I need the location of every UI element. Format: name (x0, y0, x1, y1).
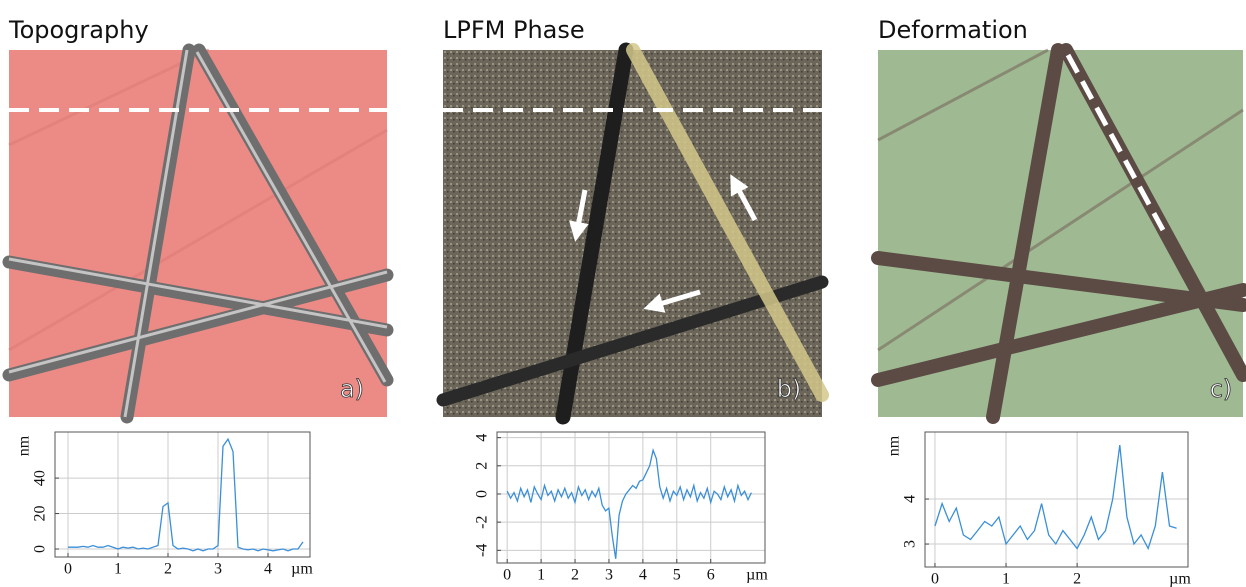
topography-image (9, 50, 387, 417)
y-tick-label: 4 (902, 495, 919, 503)
x-tick-label: 2 (1073, 571, 1081, 587)
plot-frame (497, 432, 765, 563)
panel-label: c) (1210, 375, 1233, 403)
x-tick-label: 0 (64, 561, 72, 578)
x-axis-label: µm (291, 561, 313, 578)
x-axis-label: µm (746, 567, 768, 584)
panel-title: Deformation (878, 16, 1028, 44)
y-axis-label: nm (886, 435, 903, 456)
y-tick-label: -2 (474, 515, 491, 528)
y-tick-label: -4 (474, 544, 491, 557)
plot-frame (55, 432, 310, 557)
panel-title: Topography (8, 16, 149, 44)
y-tick-label: 40 (32, 470, 49, 486)
lpfm-phase-image (443, 50, 822, 417)
x-tick-label: 1 (114, 561, 122, 578)
x-tick-label: 3 (214, 561, 222, 578)
panel-label: b) (777, 375, 802, 403)
x-tick-label: 6 (707, 567, 715, 584)
y-tick-label: 3 (902, 540, 919, 548)
deformation-image (878, 50, 1243, 417)
figure: Topography LPFM Phase Deformation a) (0, 0, 1246, 587)
x-tick-label: 4 (639, 567, 647, 584)
y-tick-label: 0 (32, 545, 49, 553)
profile-line (507, 450, 751, 559)
x-tick-label: 0 (503, 567, 511, 584)
x-tick-label: 1 (1002, 571, 1010, 587)
panel-title: LPFM Phase (443, 16, 585, 44)
panel-label: a) (340, 375, 364, 403)
profile-line (935, 445, 1177, 548)
x-axis-label: µm (1169, 571, 1191, 587)
x-tick-label: 2 (164, 561, 172, 578)
x-tick-label: 0 (931, 571, 939, 587)
y-tick-label: 20 (32, 506, 49, 522)
x-tick-label: 4 (264, 561, 272, 578)
x-tick-label: 5 (673, 567, 681, 584)
x-tick-label: 3 (605, 567, 613, 584)
y-tick-label: 0 (474, 490, 491, 498)
y-tick-label: 2 (474, 462, 491, 470)
y-axis-label: nm (16, 435, 33, 456)
x-tick-label: 2 (571, 567, 579, 584)
x-tick-label: 1 (537, 567, 545, 584)
y-tick-label: 4 (474, 434, 491, 442)
